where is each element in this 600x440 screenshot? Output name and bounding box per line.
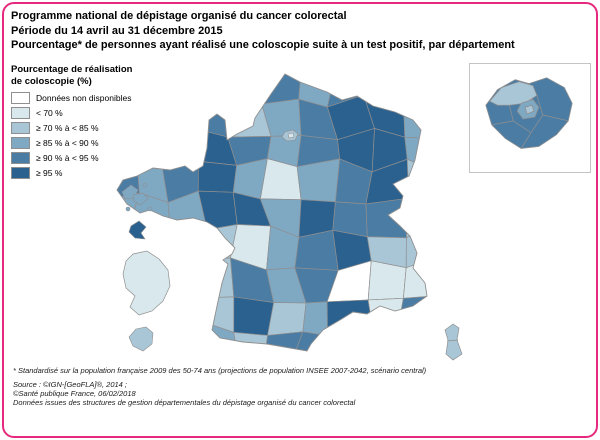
legend-swatch [11, 152, 30, 164]
idf-internal-borders [491, 95, 569, 149]
legend-swatch [11, 92, 30, 104]
legend-swatch [11, 137, 30, 149]
legend-item-1: < 70 % [11, 107, 132, 119]
legend-title-line-1: Pourcentage de réalisation [11, 64, 133, 75]
title-block: Programme national de dépistage organisé… [11, 9, 515, 53]
legend-swatch [11, 122, 30, 134]
legend-class-label: Données non disponibles [36, 93, 132, 103]
legend-class-label: ≥ 95 % [36, 168, 63, 178]
ile-de-france-inset-map [469, 63, 591, 173]
map-legend: Pourcentage de réalisation de coloscopie… [11, 64, 132, 182]
legend-item-2: ≥ 70 % à < 85 % [11, 122, 132, 134]
legend-class-label: ≥ 85 % à < 90 % [36, 138, 99, 148]
legend-swatch [11, 107, 30, 119]
source-line-2: ©Santé publique France, 06/02/2018 [13, 389, 136, 399]
title-line-2: Période du 14 avril au 31 décembre 2015 [11, 24, 223, 37]
metropole-departments [117, 74, 427, 351]
france-coastline [116, 73, 428, 352]
standardisation-footnote: * Standardisé sur la population français… [13, 366, 427, 375]
france-map-svg [116, 73, 463, 361]
france-choropleth-map [95, 68, 475, 368]
title-line-1: Programme national de dépistage organisé… [11, 10, 347, 22]
legend-item-3: ≥ 85 % à < 90 % [11, 137, 132, 149]
paris [524, 104, 535, 115]
val-doise [489, 81, 538, 106]
source-line-1: Source : ©IGN-[GeoFLA]®, 2014 ; [13, 380, 128, 389]
legend-item-0: Données non disponibles [11, 92, 132, 104]
title-line-3: Pourcentage* de personnes ayant réalisé … [11, 39, 515, 51]
reunion [128, 326, 154, 352]
corse [444, 323, 463, 361]
paris-petite-couronne [281, 129, 299, 142]
legend-class-label: < 70 % [36, 108, 63, 118]
guyane [122, 250, 171, 316]
legend-items: Données non disponibles < 70 % ≥ 70 % à < … [11, 92, 132, 179]
legend-class-label: ≥ 90 % à < 95 % [36, 153, 99, 163]
martinique [128, 220, 147, 240]
legend-title: Pourcentage de réalisation de coloscopie… [11, 64, 132, 87]
legend-swatch [11, 167, 30, 179]
guadeloupe [121, 182, 153, 212]
legend-item-4: ≥ 90 % à < 95 % [11, 152, 132, 164]
source-block: Source : ©IGN-[GeoFLA]®, 2014 ; ©Santé p… [13, 380, 355, 408]
source-line-3: Données issues des structures de gestion… [13, 398, 356, 408]
legend-class-label: ≥ 70 % à < 85 % [36, 123, 99, 133]
legend-title-line-2: de coloscopie (%) [11, 75, 92, 87]
idf-inset-svg [485, 77, 573, 149]
legend-item-5: ≥ 95 % [11, 167, 132, 179]
